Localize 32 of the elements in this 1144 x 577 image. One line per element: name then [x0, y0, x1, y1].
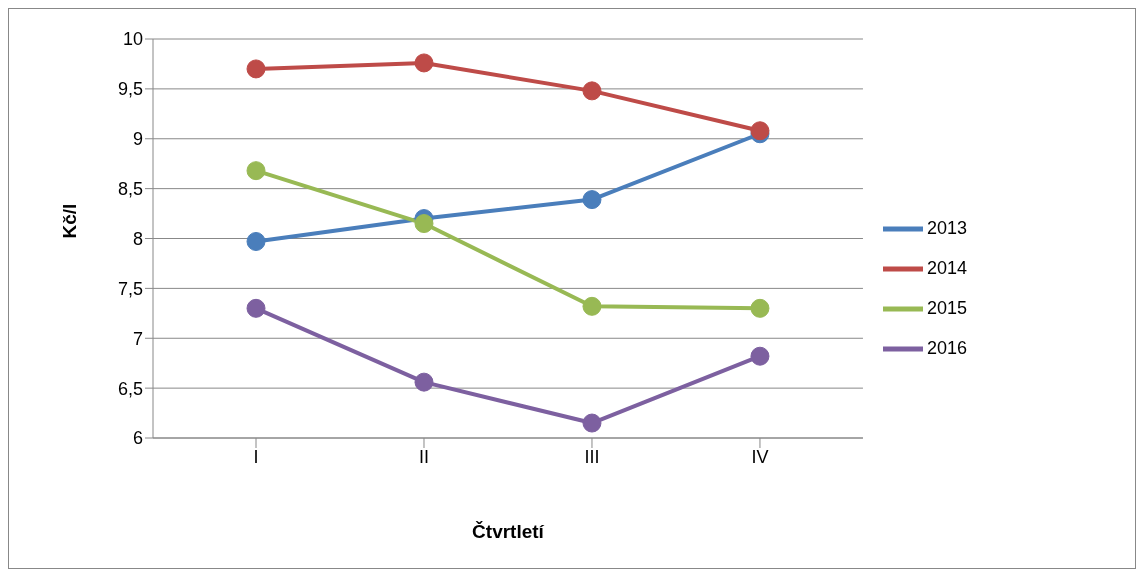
point — [582, 81, 602, 101]
x-tick-label: I — [253, 446, 259, 467]
point — [750, 346, 770, 366]
y-tick-label: 7,5 — [117, 278, 143, 299]
x-tick-label: IV — [751, 446, 769, 467]
point — [246, 231, 266, 251]
point — [414, 53, 434, 73]
legend-label: 2013 — [926, 217, 967, 238]
y-tick-label: 7 — [132, 328, 143, 349]
legend-label: 2016 — [926, 337, 967, 358]
x-axis-title: Čtvrtletí — [472, 521, 545, 542]
y-tick-label: 10 — [122, 29, 143, 50]
y-tick-label: 6,5 — [117, 378, 143, 399]
legend-label: 2015 — [926, 297, 967, 318]
point — [582, 413, 602, 433]
y-tick-label: 8,5 — [117, 179, 143, 200]
point — [750, 298, 770, 318]
y-tick-label: 8 — [132, 228, 143, 249]
y-tick-label: 6 — [132, 428, 143, 449]
y-tick-label: 9,5 — [117, 79, 143, 100]
legend-label: 2014 — [926, 257, 967, 278]
point — [414, 214, 434, 234]
x-tick-label: III — [584, 446, 600, 467]
x-tick-label: II — [418, 446, 429, 467]
point — [246, 59, 266, 79]
point — [582, 190, 602, 210]
y-axis-title: Kč/l — [58, 203, 80, 239]
point — [582, 296, 602, 316]
y-tick-label: 9 — [132, 129, 143, 150]
point — [246, 161, 266, 181]
point — [414, 372, 434, 392]
point — [246, 298, 266, 318]
